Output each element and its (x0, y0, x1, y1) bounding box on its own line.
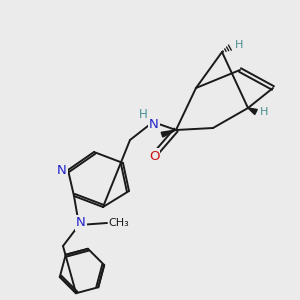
Text: H: H (235, 40, 243, 50)
Text: H: H (260, 107, 268, 117)
Polygon shape (161, 130, 176, 137)
Text: CH₃: CH₃ (109, 218, 129, 228)
Text: N: N (149, 118, 159, 131)
Text: O: O (149, 149, 159, 163)
Polygon shape (248, 108, 257, 115)
Text: N: N (76, 217, 86, 230)
Text: N: N (57, 164, 67, 176)
Text: H: H (139, 107, 147, 121)
